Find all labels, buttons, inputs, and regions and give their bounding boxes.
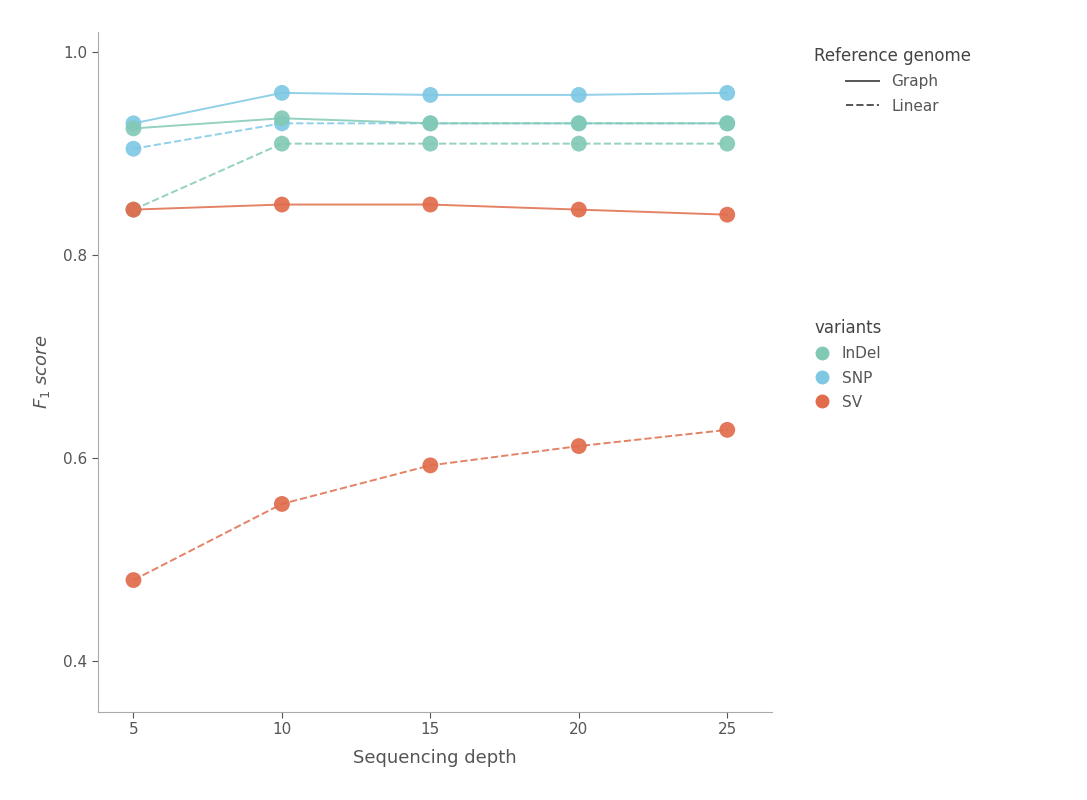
Point xyxy=(570,138,587,150)
Point xyxy=(719,208,736,221)
Point xyxy=(719,86,736,99)
Point xyxy=(422,89,439,102)
Point xyxy=(570,440,587,453)
Point xyxy=(570,117,587,130)
Point xyxy=(273,86,290,99)
Point xyxy=(273,117,290,130)
Point xyxy=(273,138,290,150)
Point xyxy=(125,122,142,135)
Point xyxy=(570,117,587,130)
Point xyxy=(422,459,439,472)
Point xyxy=(719,138,736,150)
Point xyxy=(273,112,290,125)
Point xyxy=(125,203,142,216)
Point xyxy=(422,198,439,211)
Point xyxy=(570,203,587,216)
Point xyxy=(125,203,142,216)
X-axis label: Sequencing depth: Sequencing depth xyxy=(353,749,516,766)
Y-axis label: $F_1$ score: $F_1$ score xyxy=(32,334,52,410)
Point xyxy=(125,142,142,155)
Point xyxy=(422,117,439,130)
Point xyxy=(273,198,290,211)
Point xyxy=(719,117,736,130)
Point xyxy=(719,117,736,130)
Point xyxy=(125,117,142,130)
Point xyxy=(273,498,290,510)
Point xyxy=(570,89,587,102)
Point xyxy=(125,574,142,586)
Legend: InDel, SNP, SV: InDel, SNP, SV xyxy=(807,312,889,418)
Point xyxy=(422,138,439,150)
Point xyxy=(422,117,439,130)
Point xyxy=(719,423,736,436)
